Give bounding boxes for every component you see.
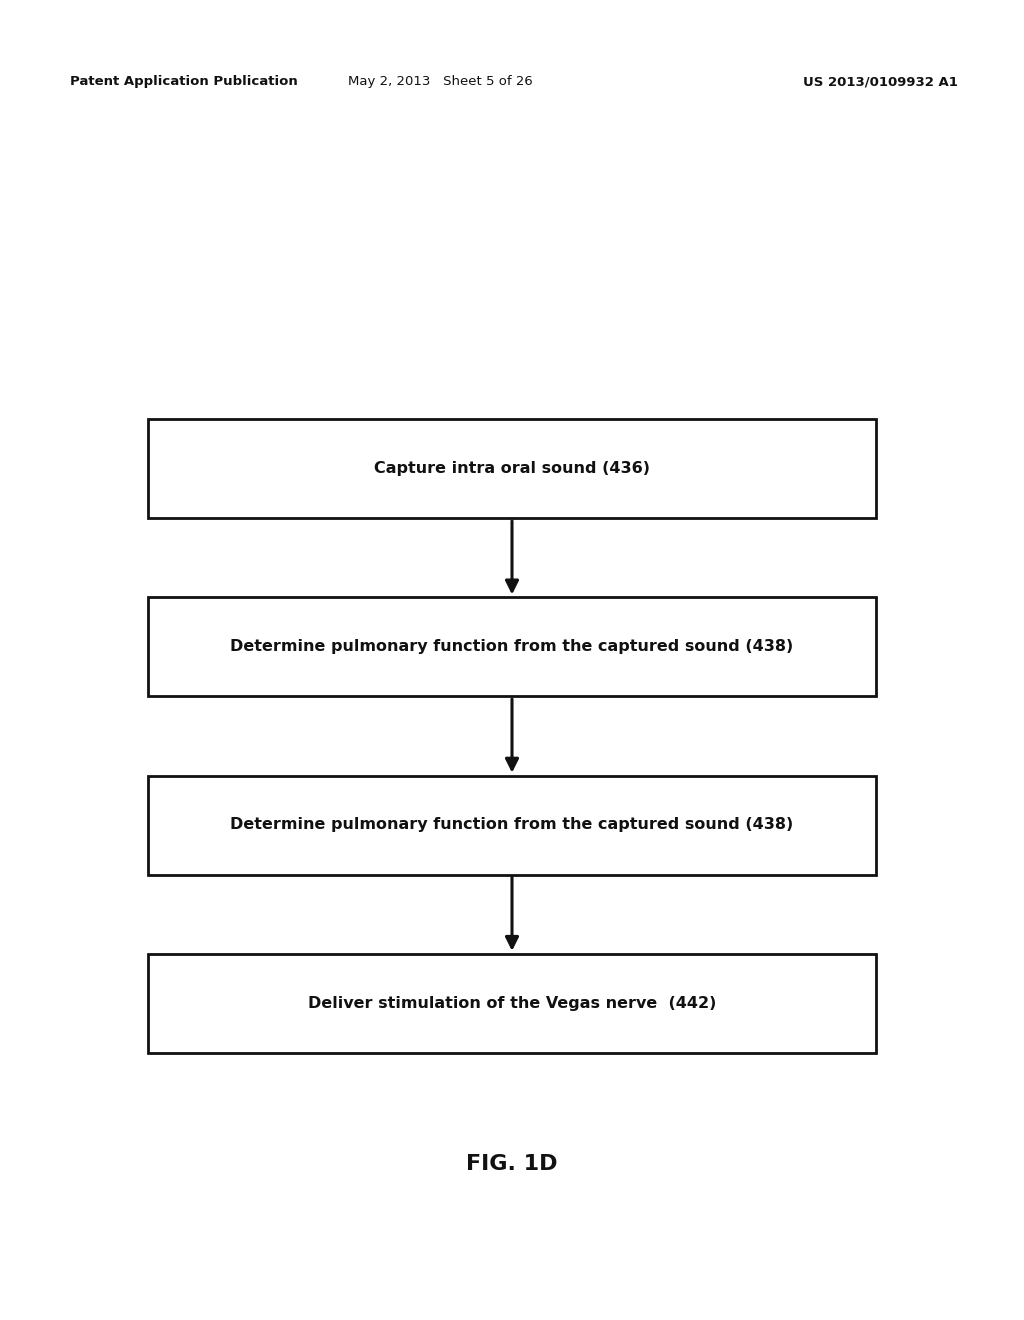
Text: Determine pulmonary function from the captured sound (438): Determine pulmonary function from the ca… — [230, 639, 794, 655]
Text: US 2013/0109932 A1: US 2013/0109932 A1 — [803, 75, 957, 88]
Bar — [148, 953, 876, 1053]
Bar — [148, 775, 876, 874]
Text: Deliver stimulation of the Vegas nerve  (442): Deliver stimulation of the Vegas nerve (… — [308, 995, 716, 1011]
Text: May 2, 2013   Sheet 5 of 26: May 2, 2013 Sheet 5 of 26 — [348, 75, 532, 88]
Text: Determine pulmonary function from the captured sound (438): Determine pulmonary function from the ca… — [230, 817, 794, 833]
Text: Patent Application Publication: Patent Application Publication — [70, 75, 297, 88]
Text: Capture intra oral sound (436): Capture intra oral sound (436) — [374, 461, 650, 477]
Text: FIG. 1D: FIG. 1D — [466, 1154, 558, 1175]
Bar — [148, 597, 876, 697]
Bar — [148, 418, 876, 517]
